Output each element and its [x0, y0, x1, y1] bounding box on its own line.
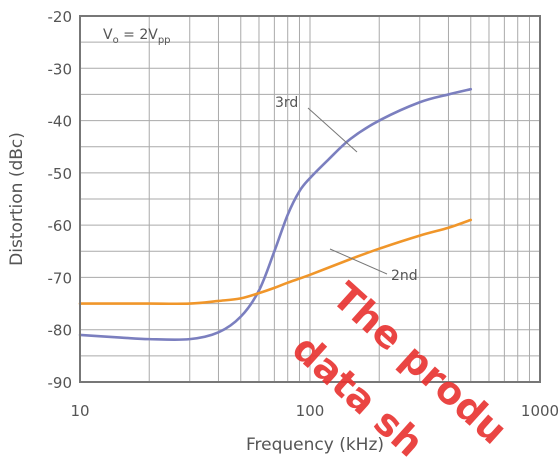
x-tick-label: 10 [70, 402, 89, 420]
condition-sub2: pp [158, 35, 171, 46]
y-tick-label: -60 [48, 217, 73, 235]
condition-label: Vo = 2Vpp [103, 27, 171, 46]
x-axis-title: Frequency (kHz) [246, 435, 384, 455]
y-tick-label: -20 [48, 8, 73, 26]
series-lines [78, 87, 473, 341]
annotation-2nd: 2nd [329, 248, 418, 284]
condition-mid: = 2V [119, 27, 159, 43]
y-tick-label: -90 [48, 374, 73, 392]
condition-sub1: o [113, 35, 119, 46]
leader-2nd [329, 248, 388, 275]
y-tick-label: -40 [48, 113, 73, 131]
y-tick-label: -50 [48, 165, 73, 183]
x-tick-label: 1000 [521, 402, 559, 420]
annotation-2nd-label: 2nd [391, 268, 418, 284]
annotation-3rd: 3rd [275, 95, 358, 153]
annotation-3rd-label: 3rd [275, 95, 298, 111]
series-line-2nd [78, 218, 473, 306]
plot-frame [79, 15, 541, 383]
svg-text:Vo = 2Vpp: Vo = 2Vpp [103, 27, 171, 46]
x-tick-label: 100 [296, 402, 325, 420]
condition-prefix: V [103, 27, 113, 43]
y-tick-label: -70 [48, 269, 73, 287]
y-tick-label: -80 [48, 322, 73, 340]
series-line-3rd [78, 87, 473, 341]
grid [79, 15, 540, 383]
y-tick-label: -30 [48, 60, 73, 78]
y-axis-title: Distortion (dBc) [7, 132, 27, 266]
leader-3rd [307, 107, 358, 153]
tick-labels: -20 -30 -40 -50 -60 -70 -80 -90 10 100 1000 [48, 8, 560, 420]
